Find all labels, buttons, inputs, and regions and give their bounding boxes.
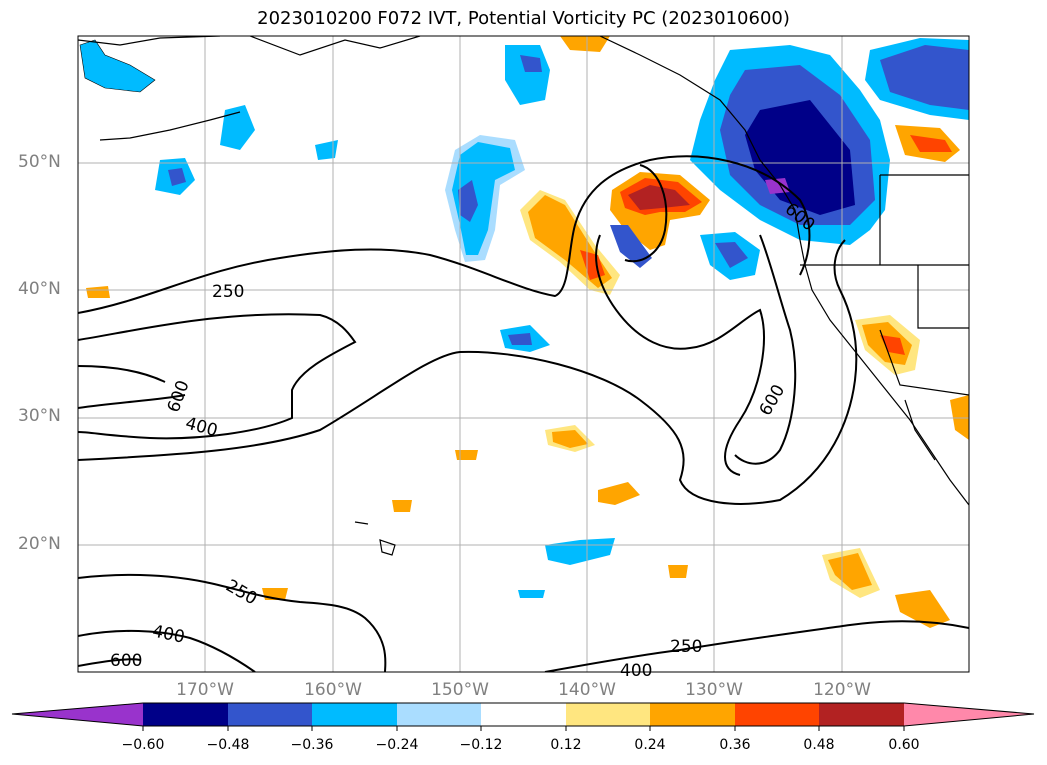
latitude-label: 40°N bbox=[18, 279, 61, 299]
longitude-label: 150°W bbox=[431, 680, 489, 700]
colorbar-segment bbox=[481, 703, 566, 726]
colorbar-tick-label: 0.60 bbox=[888, 737, 920, 753]
colorbar-tick-label: 0.36 bbox=[719, 737, 751, 753]
latitude-label: 30°N bbox=[18, 406, 61, 426]
colorbar-segment bbox=[143, 703, 228, 726]
colorbar-segment bbox=[228, 703, 312, 726]
latitude-label: 50°N bbox=[18, 152, 61, 172]
colorbar-tick-label: −0.60 bbox=[121, 737, 165, 753]
contour-label: 250 bbox=[670, 637, 702, 657]
longitude-label: 160°W bbox=[304, 680, 362, 700]
longitude-label: 140°W bbox=[558, 680, 616, 700]
colorbar-tick-label: 0.24 bbox=[634, 737, 666, 753]
pv-fill-layer bbox=[79, 36, 969, 628]
ivt-contour bbox=[78, 573, 387, 672]
ivt-contour bbox=[78, 155, 811, 314]
map-title: 2023010200 F072 IVT, Potential Vorticity… bbox=[257, 8, 790, 29]
colorbar-tick-label: 0.48 bbox=[803, 737, 835, 753]
colorbar-segment bbox=[650, 703, 735, 726]
ivt-contour bbox=[78, 313, 357, 440]
longitude-label: 130°W bbox=[685, 680, 743, 700]
latitude-label: 20°N bbox=[18, 534, 61, 554]
ivt-contour bbox=[78, 239, 858, 505]
colorbar-tick-label: −0.36 bbox=[290, 737, 334, 753]
ivt-contour bbox=[78, 629, 256, 672]
ivt-contour bbox=[78, 365, 166, 383]
contour-label: 400 bbox=[620, 661, 652, 681]
colorbar-segment bbox=[735, 703, 819, 726]
ivt-contour bbox=[78, 394, 186, 409]
contour-label: 600 bbox=[110, 651, 142, 671]
map-frame bbox=[77, 35, 970, 673]
ivt-contour bbox=[595, 234, 765, 476]
colorbar-segment bbox=[566, 703, 650, 726]
longitude-label: 120°W bbox=[813, 680, 871, 700]
ivt-contour bbox=[78, 658, 141, 667]
ivt-contour bbox=[544, 620, 969, 672]
pv-blob-negative bbox=[79, 39, 156, 93]
colorbar bbox=[11, 702, 1035, 731]
colorbar-segment bbox=[819, 703, 904, 726]
colorbar-tick-label: −0.12 bbox=[459, 737, 503, 753]
colorbar-segment bbox=[312, 703, 397, 726]
longitude-label: 170°W bbox=[176, 680, 234, 700]
colorbar-segment bbox=[12, 703, 143, 726]
colorbar-segment bbox=[904, 703, 1034, 726]
pv-blob-negative bbox=[220, 105, 255, 150]
contour-label: 250 bbox=[212, 282, 244, 302]
ivt-contour bbox=[734, 234, 797, 465]
colorbar-segment bbox=[397, 703, 481, 726]
ivt-contour-layer bbox=[78, 155, 969, 672]
colorbar-tick-label: 0.12 bbox=[550, 737, 582, 753]
colorbar-tick-label: −0.48 bbox=[206, 737, 250, 753]
colorbar-tick-label: −0.24 bbox=[375, 737, 419, 753]
ivt-contour bbox=[624, 164, 668, 263]
